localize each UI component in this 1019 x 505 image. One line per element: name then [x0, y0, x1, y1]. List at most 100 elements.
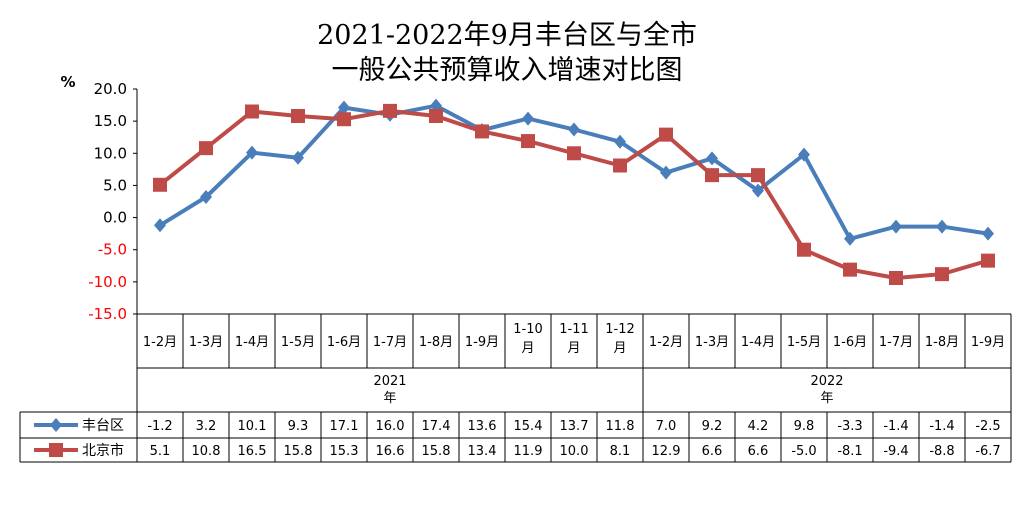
table-value-cell: 7.0: [656, 419, 677, 434]
table-value-cell: 11.8: [606, 419, 635, 434]
legend-marker-square: [49, 443, 63, 457]
point-marker-square: [797, 242, 811, 257]
point-marker-square: [935, 267, 949, 282]
point-marker-square: [337, 112, 351, 127]
table-value-cell: 9.3: [288, 419, 309, 434]
point-marker-square: [429, 109, 443, 123]
table-value-cell: -2.5: [975, 419, 1000, 434]
category-label: 1-8月: [925, 335, 959, 350]
table-value-cell: -1.2: [147, 419, 172, 434]
table-value-cell: 3.2: [196, 419, 217, 434]
y-tick-label: 20.0: [94, 80, 127, 98]
y-tick-label: 15.0: [94, 112, 127, 130]
table-value-cell: 15.3: [330, 444, 359, 459]
legend-label-2: 北京市: [82, 442, 124, 459]
category-label-suffix: 月: [521, 341, 534, 356]
point-marker-square: [843, 262, 857, 277]
table-value-cell: 15.4: [514, 419, 543, 434]
point-marker-diamond: [798, 147, 810, 162]
table-value-cell: -5.0: [791, 444, 816, 459]
table-value-cell: 9.2: [702, 419, 723, 434]
category-label: 1-5月: [281, 335, 315, 350]
point-marker-square: [613, 158, 627, 173]
point-marker-square: [981, 253, 995, 268]
table-value-cell: -8.8: [929, 444, 954, 459]
table-value-cell: 11.9: [514, 444, 543, 459]
category-label: 1-6月: [833, 335, 867, 350]
point-marker-diamond: [246, 145, 258, 160]
table-value-cell: 16.6: [376, 444, 405, 459]
series-layer: [153, 98, 995, 285]
category-label: 1-6月: [327, 335, 361, 350]
point-marker-diamond: [890, 219, 902, 234]
point-marker-diamond: [292, 150, 304, 165]
table-value-cell: -9.4: [883, 444, 908, 459]
point-marker-diamond: [568, 122, 580, 137]
category-label: 1-4月: [235, 335, 269, 350]
category-label-suffix: 月: [567, 341, 580, 356]
point-marker-square: [153, 177, 167, 192]
point-marker-square: [291, 109, 305, 123]
category-label: 1-5月: [787, 335, 821, 350]
table-value-cell: -1.4: [883, 419, 908, 434]
point-marker-square: [245, 104, 259, 119]
category-label: 1-12: [605, 322, 635, 337]
table-value-cell: -8.1: [837, 444, 862, 459]
point-marker-square: [383, 103, 397, 118]
y-tick-label: -15.0: [88, 305, 127, 323]
category-label: 1-8月: [419, 335, 453, 350]
table-value-cell: 4.2: [748, 419, 769, 434]
y-tick-label: -5.0: [98, 241, 127, 259]
point-marker-square: [889, 271, 903, 285]
year-label-suffix: 年: [820, 391, 833, 406]
table-value-cell: 13.7: [560, 419, 589, 434]
table-value-cell: 15.8: [284, 444, 313, 459]
point-marker-diamond: [844, 231, 856, 246]
data-table: 1-2月 1-3月 1-4月 1-5月 1-6月 1-7月 1-8月 1-9月 1-10 月 1-1…: [19, 313, 1012, 463]
y-tick-label: 0.0: [103, 209, 127, 227]
point-marker-diamond: [660, 165, 672, 180]
table-value-cell: 10.1: [238, 419, 267, 434]
point-marker-square: [199, 141, 213, 156]
category-label: 1-7月: [879, 335, 913, 350]
point-marker-diamond: [154, 218, 166, 233]
year-label: 2021: [373, 374, 406, 389]
category-label: 1-11: [559, 322, 589, 337]
y-tick-label: -10.0: [88, 273, 127, 291]
table-value-cell: 16.0: [376, 419, 405, 434]
category-label: 1-2月: [143, 335, 177, 350]
chart-title-line1: 2021-2022年9月丰台区与全市: [317, 20, 697, 51]
table-value-cell: 13.6: [468, 419, 497, 434]
year-label: 2022: [810, 374, 843, 389]
point-marker-diamond: [338, 100, 350, 115]
category-label: 1-4月: [741, 335, 775, 350]
table-value-cell: 5.1: [150, 444, 171, 459]
y-axis: 20.0 15.0 10.0 5.0 0.0 -5.0 -10.0 -15.0: [88, 80, 138, 323]
table-value-cell: 8.1: [610, 444, 631, 459]
chart-title-line2: 一般公共预算收入增速对比图: [332, 55, 683, 86]
y-tick-label: 5.0: [103, 176, 127, 194]
table-value-cell: 9.8: [794, 419, 815, 434]
point-marker-square: [567, 146, 581, 161]
category-label: 1-3月: [695, 335, 729, 350]
point-marker-square: [751, 168, 765, 183]
table-value-cell: 17.1: [330, 419, 359, 434]
table-value-cell: 16.5: [238, 444, 267, 459]
point-marker-diamond: [522, 111, 534, 126]
y-axis-unit-label: %: [60, 73, 75, 91]
legend-marker-diamond: [50, 418, 62, 432]
table-value-cell: 15.8: [422, 444, 451, 459]
table-value-cell: 17.4: [422, 419, 451, 434]
table-value-cell: 13.4: [468, 444, 497, 459]
category-label: 1-9月: [971, 335, 1005, 350]
table-value-cell: 12.9: [652, 444, 681, 459]
point-marker-diamond: [200, 190, 212, 204]
year-label-suffix: 年: [383, 391, 396, 406]
table-value-cell: -1.4: [929, 419, 954, 434]
category-label-suffix: 月: [613, 341, 626, 356]
category-label: 1-2月: [649, 335, 683, 350]
category-label: 1-10: [513, 322, 543, 337]
table-value-cell: 6.6: [748, 444, 769, 459]
point-marker-square: [521, 134, 535, 149]
